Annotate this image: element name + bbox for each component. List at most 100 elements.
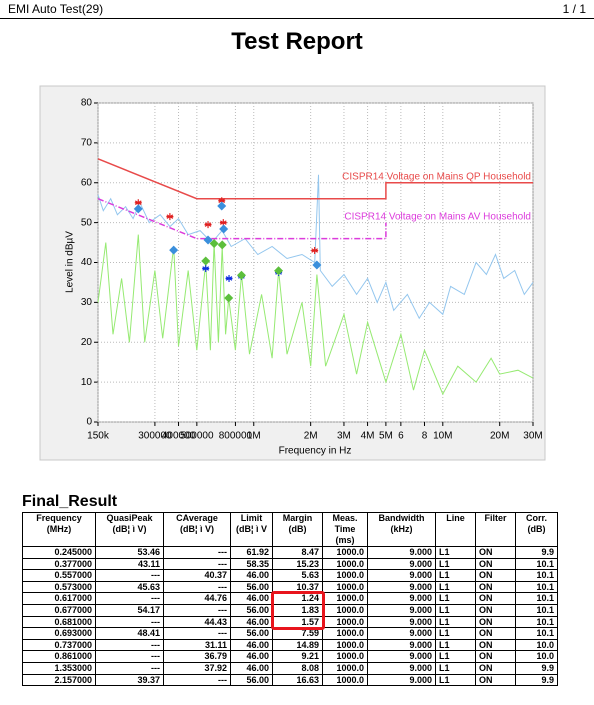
table-cell: 10.0	[515, 638, 558, 652]
table-cell: 9.000	[367, 615, 436, 629]
column-header: Filter	[475, 512, 516, 547]
table-cell: L1	[435, 627, 476, 640]
table-cell: L1	[435, 661, 476, 675]
chart: Frequency in Hz Level in dBµV 0 10 20 30 40 5…	[39, 85, 546, 461]
table-cell: 0.737000	[22, 638, 96, 652]
table-cell: L1	[435, 603, 476, 617]
table-cell: L1	[435, 557, 476, 571]
star-marker	[311, 247, 319, 255]
y-tick-label: 50	[81, 217, 93, 228]
table-cell: 40.37	[163, 569, 231, 582]
table-row: 0.737000 --- 31.11 46.00 14.89 1000.0 9.000 L1 O…	[22, 638, 558, 652]
table-cell: ---	[95, 638, 164, 652]
table-cell: ON	[475, 627, 516, 640]
table-cell: 9.000	[367, 661, 436, 675]
table-cell: ---	[95, 569, 164, 582]
table-cell: ---	[163, 627, 231, 640]
table-cell: ON	[475, 615, 516, 629]
table-cell: 1000.0	[322, 592, 368, 605]
table-cell: L1	[435, 592, 476, 605]
table-cell: 1000.0	[322, 546, 368, 559]
table-cell: 9.000	[367, 638, 436, 652]
table-cell: 0.245000	[22, 546, 96, 559]
column-header: CAverage (dB¦ ì V)	[163, 512, 231, 547]
table-cell: ON	[475, 569, 516, 582]
table-cell: 2.157000	[22, 673, 96, 687]
y-tick-label: 80	[81, 98, 93, 109]
x-tick-label: 2M	[304, 431, 318, 442]
highlight-box	[270, 590, 325, 630]
column-header: Margin (dB)	[272, 512, 323, 547]
table-cell: 46.00	[230, 638, 273, 652]
table-row: 0.245000 53.46 --- 61.92 8.47 1000.0 9.000 L1 ON…	[22, 546, 558, 559]
x-tick-label: 300000	[138, 431, 172, 442]
table-cell: 46.00	[230, 650, 273, 663]
y-tick-label: 0	[86, 417, 92, 428]
table-cell: ---	[163, 546, 231, 559]
y-tick-label: 30	[81, 297, 93, 308]
table-cell: 46.00	[230, 661, 273, 675]
column-header: Meas. Time (ms)	[322, 512, 368, 547]
diamond-marker	[203, 235, 213, 245]
x-tick-label: 20M	[490, 431, 509, 442]
table-cell: ---	[163, 603, 231, 617]
table-cell: L1	[435, 638, 476, 652]
diamond-marker	[236, 270, 246, 280]
table-cell: 1000.0	[322, 603, 368, 617]
table-cell: ---	[95, 592, 164, 605]
star-marker	[218, 197, 226, 205]
limit-label: CISPR14 Voltage on Mains AV Household	[344, 211, 531, 222]
table-cell: 1.353000	[22, 661, 96, 675]
diamond-marker	[224, 293, 234, 303]
diamond-marker	[219, 224, 229, 234]
table-cell: 9.000	[367, 650, 436, 663]
table-cell: 46.00	[230, 569, 273, 582]
table-cell: 1000.0	[322, 638, 368, 652]
x-tick-label: 800000	[219, 431, 253, 442]
table-cell: 9.000	[367, 569, 436, 582]
header-rule	[0, 18, 594, 19]
table-cell: 44.43	[163, 615, 231, 629]
diamond-marker	[274, 266, 284, 276]
table-cell: ON	[475, 546, 516, 559]
column-header: Corr. (dB)	[515, 512, 558, 547]
table-cell: 9.21	[272, 650, 323, 663]
spectrum-trace	[97, 234, 534, 396]
table-cell: 9.9	[515, 673, 558, 687]
table-cell: 61.92	[230, 546, 273, 559]
star-marker	[225, 274, 233, 282]
table-cell: 0.693000	[22, 627, 96, 640]
table-cell: 15.23	[272, 557, 323, 571]
table-row: 0.617000 --- 44.76 46.00 1.24 1000.0 9.000 L1 ON…	[22, 592, 558, 605]
table-cell: ---	[95, 650, 164, 663]
table-cell: 10.1	[515, 615, 558, 629]
table-cell: ---	[163, 673, 231, 687]
y-tick-label: 60	[81, 177, 93, 188]
table-cell: 16.63	[272, 673, 323, 687]
table-cell: 9.000	[367, 673, 436, 687]
table-cell: 1000.0	[322, 615, 368, 629]
limit-label: CISPR14 Voltage on Mains QP Household	[342, 171, 531, 182]
table-cell: ---	[163, 557, 231, 571]
y-tick-label: 40	[81, 257, 93, 268]
table-cell: 0.861000	[22, 650, 96, 663]
table-cell: 10.1	[515, 580, 558, 594]
table-cell: 54.17	[95, 603, 164, 617]
table-title: Final_Result	[22, 493, 118, 510]
table-cell: 1000.0	[322, 650, 368, 663]
table-row: 0.677000 54.17 --- 56.00 1.83 1000.0 9.000 L1 ON…	[22, 603, 558, 617]
y-tick-label: 20	[81, 337, 93, 348]
table-cell: 0.617000	[22, 592, 96, 605]
table-cell: 8.47	[272, 546, 323, 559]
x-tick-label: 4M	[361, 431, 375, 442]
table-cell: 43.11	[95, 557, 164, 571]
x-tick-label: 500000	[180, 431, 214, 442]
table-cell: 1000.0	[322, 627, 368, 640]
table-cell: 10.1	[515, 592, 558, 605]
x-tick-label: 30M	[523, 431, 542, 442]
table-cell: ON	[475, 673, 516, 687]
y-tick-label: 70	[81, 138, 93, 149]
table-cell: 5.63	[272, 569, 323, 582]
table-row: 0.557000 --- 40.37 46.00 5.63 1000.0 9.000 L1 ON…	[22, 569, 558, 582]
